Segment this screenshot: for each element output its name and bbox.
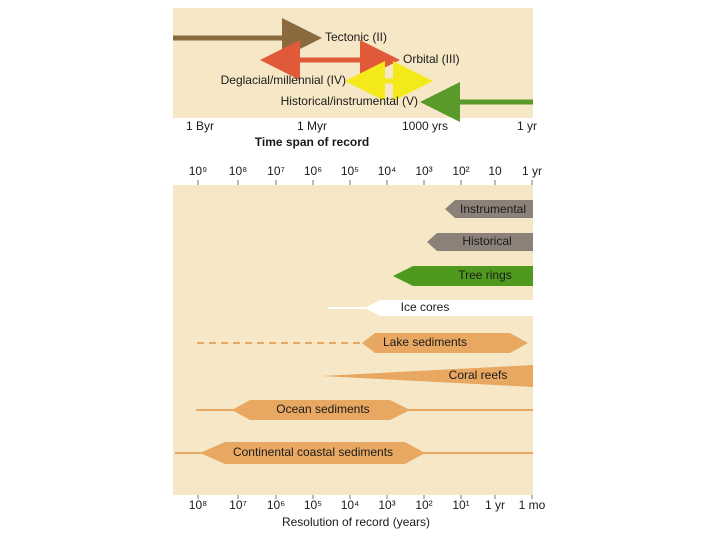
record-label: Ice cores [401, 300, 450, 314]
axis-label: 10 [488, 164, 502, 178]
axis-label: 1 yr [485, 498, 505, 512]
axis-label: 10³ [415, 164, 432, 178]
axis-label: 10⁵ [341, 164, 359, 178]
axis-label: 10¹ [452, 498, 469, 512]
axis-label: 10⁹ [189, 164, 208, 178]
record-band [232, 400, 410, 420]
record-label: Historical [462, 234, 511, 248]
record-band [427, 233, 533, 251]
record-band [393, 266, 533, 286]
axis-label: 10² [452, 164, 469, 178]
axis-label: 10⁵ [304, 498, 322, 512]
axis-label: 10⁴ [378, 164, 397, 178]
arrow-label: Historical/instrumental (V) [281, 94, 418, 108]
axis-label: 1 yr [517, 119, 537, 133]
axis-label: 10⁴ [341, 498, 360, 512]
record-label: Continental coastal sediments [233, 445, 393, 459]
bottom-axis: 10⁸ 10⁷ 10⁶ 10⁵ 10⁴ 10³ 10² 10¹ 1 yr 1 mo [189, 495, 546, 512]
arrow-label: Deglacial/millennial (IV) [221, 73, 346, 87]
record-label: Coral reefs [449, 368, 508, 382]
arrow-label: Orbital (III) [403, 52, 460, 66]
record-label: Lake sediments [383, 335, 467, 349]
axis-label: 10⁷ [267, 164, 285, 178]
axis-label: 10³ [378, 498, 395, 512]
axis-label: 1000 yrs [402, 119, 448, 133]
axis-label: 10⁶ [267, 498, 285, 512]
axis-label: 10⁸ [229, 164, 247, 178]
record-label: Instrumental [460, 202, 526, 216]
record-band [445, 200, 533, 218]
axis-label: 10⁸ [189, 498, 207, 512]
top-axis: 10⁹ 10⁸ 10⁷ 10⁶ 10⁵ 10⁴ 10³ 10² 10 1 yr [189, 164, 542, 185]
record-label: Tree rings [458, 268, 512, 282]
axis-label: 1 yr [522, 164, 542, 178]
record-band [365, 300, 533, 316]
axis-title: Time span of record [255, 135, 369, 149]
axis-label: 10² [415, 498, 432, 512]
axis-label: 10⁷ [229, 498, 247, 512]
record-band [362, 333, 528, 353]
axis-label: 1 Byr [186, 119, 214, 133]
axis-label: 1 Myr [297, 119, 327, 133]
axis-title: Resolution of record (years) [282, 515, 430, 529]
axis-label: 1 mo [519, 498, 546, 512]
axis-label: 10⁶ [304, 164, 322, 178]
record-label: Ocean sediments [276, 402, 369, 416]
arrow-label: Tectonic (II) [325, 30, 387, 44]
record-band [200, 442, 425, 464]
record-band [322, 365, 533, 387]
